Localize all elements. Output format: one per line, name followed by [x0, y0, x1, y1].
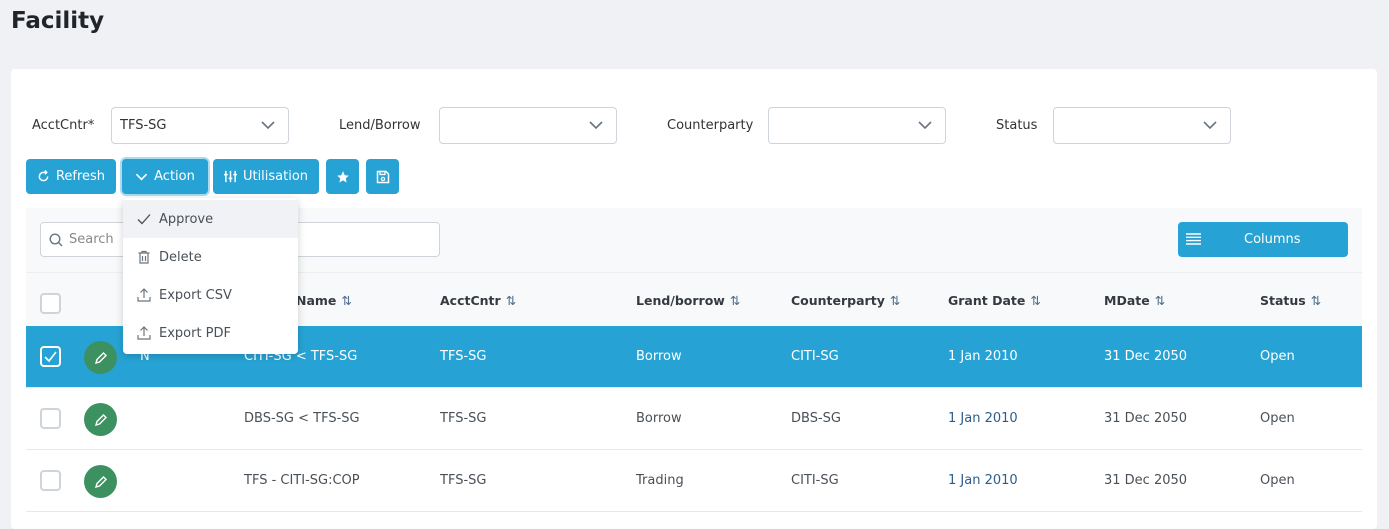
acctcntr-label: AcctCntr*: [32, 118, 95, 133]
sliders-icon: [223, 170, 237, 183]
cell-name: TFS - CITI-SG:COP: [244, 473, 360, 488]
cell-lend: Trading: [636, 473, 684, 488]
save-button[interactable]: [366, 159, 399, 194]
row-checkbox[interactable]: [40, 408, 61, 429]
page-title: Facility: [11, 8, 105, 34]
header-status[interactable]: Status ⇅: [1260, 293, 1322, 308]
acctcntr-value: TFS-SG: [120, 118, 167, 133]
check-icon: [44, 351, 57, 363]
counterparty-select[interactable]: [768, 107, 946, 144]
search-icon: [49, 233, 63, 247]
list-icon: [1186, 233, 1201, 245]
chevron-down-icon: [1203, 121, 1217, 130]
status-select[interactable]: [1053, 107, 1231, 144]
lend-borrow-select[interactable]: [439, 107, 617, 144]
check-icon: [137, 214, 151, 225]
edit-button[interactable]: [84, 403, 117, 436]
cell-flag: N: [140, 349, 150, 364]
cell-status: Open: [1260, 349, 1295, 364]
cell-mdate: 31 Dec 2050: [1104, 473, 1188, 488]
star-icon: [336, 170, 349, 183]
utilisation-button[interactable]: Utilisation: [213, 159, 319, 194]
cell-grant: 1 Jan 2010: [948, 411, 1018, 426]
cell-acct: TFS-SG: [440, 473, 487, 488]
columns-button[interactable]: Columns: [1178, 222, 1348, 257]
header-mdate[interactable]: MDate ⇅: [1104, 293, 1166, 308]
cell-cp: DBS-SG: [791, 411, 841, 426]
cell-mdate: 31 Dec 2050: [1104, 349, 1188, 364]
refresh-label: Refresh: [55, 169, 106, 184]
utilisation-label: Utilisation: [242, 169, 309, 184]
refresh-icon: [38, 170, 49, 182]
chevron-down-icon: [918, 121, 932, 130]
status-label: Status: [996, 118, 1038, 133]
menu-item-approve[interactable]: Approve: [123, 200, 298, 238]
pencil-icon: [94, 351, 107, 364]
chevron-down-icon: [135, 173, 148, 181]
cell-mdate: 31 Dec 2050: [1104, 411, 1188, 426]
upload-icon: [137, 326, 151, 340]
cell-acct: TFS-SG: [440, 411, 487, 426]
lend-borrow-label: Lend/Borrow: [339, 118, 421, 133]
cell-cp: CITI-SG: [791, 473, 839, 488]
header-lend-borrow[interactable]: Lend/borrow ⇅: [636, 293, 741, 308]
cell-status: Open: [1260, 411, 1295, 426]
trash-icon: [138, 250, 150, 264]
chevron-down-icon: [261, 121, 275, 130]
upload-icon: [137, 288, 151, 302]
refresh-button[interactable]: Refresh: [26, 159, 116, 194]
edit-button[interactable]: [84, 465, 117, 498]
search-placeholder: Search: [69, 232, 114, 247]
edit-button[interactable]: [84, 341, 117, 374]
menu-item-delete[interactable]: Delete: [123, 238, 298, 276]
columns-label: Columns: [1244, 232, 1301, 247]
cell-acct: TFS-SG: [440, 349, 487, 364]
counterparty-label: Counterparty: [667, 118, 754, 133]
save-icon: [376, 170, 389, 183]
action-menu: Approve Delete Export CSV Export PDF: [123, 198, 298, 354]
action-button[interactable]: Action: [122, 159, 208, 194]
header-acctcntr[interactable]: AcctCntr ⇅: [440, 293, 517, 308]
cell-status: Open: [1260, 473, 1295, 488]
cell-cp: CITI-SG: [791, 349, 839, 364]
pencil-icon: [94, 475, 107, 488]
cell-lend: Borrow: [636, 349, 682, 364]
cell-lend: Borrow: [636, 411, 682, 426]
row-checkbox[interactable]: [40, 346, 61, 367]
header-counterparty[interactable]: Counterparty ⇅: [791, 293, 901, 308]
header-grant-date[interactable]: Grant Date ⇅: [948, 293, 1041, 308]
chevron-down-icon: [589, 121, 603, 130]
header-name[interactable]: Name ⇅: [296, 293, 352, 308]
table-row[interactable]: DBS-SG < TFS-SG TFS-SG Borrow DBS-SG 1 Jan 2…: [26, 388, 1362, 450]
favorite-button[interactable]: [326, 159, 359, 194]
menu-item-export-csv[interactable]: Export CSV: [123, 276, 298, 314]
menu-item-export-pdf[interactable]: Export PDF: [123, 314, 298, 352]
table-header: Name ⇅ AcctCntr ⇅ Lend/borrow ⇅ Counterpart…: [26, 272, 1362, 326]
cell-grant: 1 Jan 2010: [948, 473, 1018, 488]
cell-name: DBS-SG < TFS-SG: [244, 411, 360, 426]
pencil-icon: [94, 413, 107, 426]
select-all-checkbox[interactable]: [40, 293, 61, 314]
action-label: Action: [154, 169, 195, 184]
table-row[interactable]: TFS - CITI-SG:COP TFS-SG Trading CITI-SG 1 J…: [26, 450, 1362, 512]
row-checkbox[interactable]: [40, 470, 61, 491]
acctcntr-select[interactable]: TFS-SG: [111, 107, 289, 144]
cell-grant: 1 Jan 2010: [948, 349, 1018, 364]
